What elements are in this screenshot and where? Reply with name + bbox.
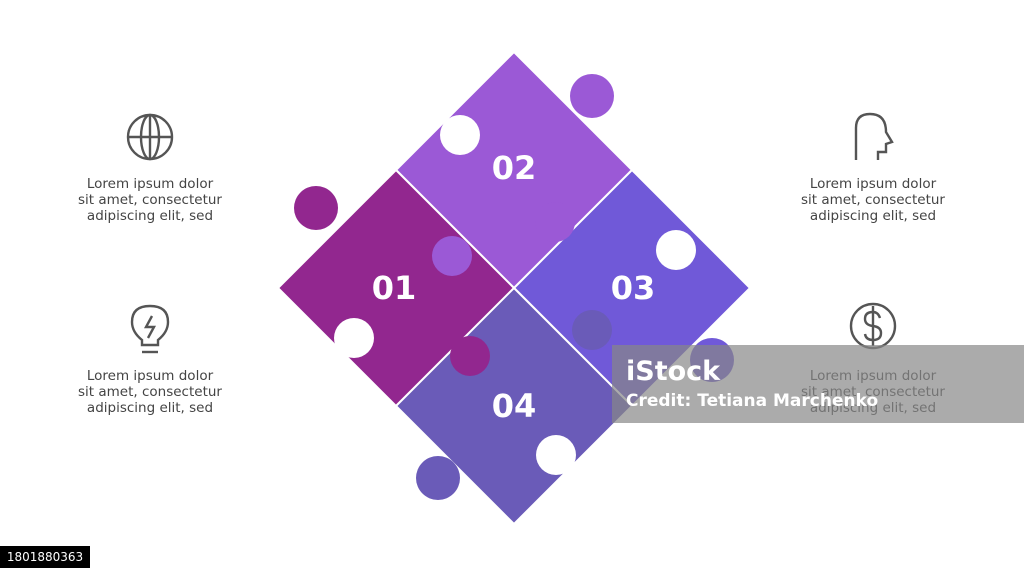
watermark-bar	[612, 345, 1024, 423]
text-line: adipiscing elit, sed	[87, 208, 213, 224]
tab	[570, 74, 614, 118]
text-line: Lorem ipsum dolor	[87, 368, 214, 384]
blank	[656, 230, 696, 270]
text-line: sit amet, consectetur	[78, 192, 222, 208]
piece-label: 04	[492, 387, 537, 425]
blank	[440, 115, 480, 155]
blank	[334, 318, 374, 358]
text-block: Lorem ipsum dolor sit amet, consectetur …	[78, 176, 222, 224]
text-line: Lorem ipsum dolor	[810, 176, 937, 192]
tab	[535, 202, 575, 242]
piece-label: 01	[372, 269, 417, 307]
tab	[432, 236, 472, 276]
tab	[294, 186, 338, 230]
globe-icon	[126, 113, 174, 161]
puzzle	[276, 50, 752, 526]
bulb-icon	[130, 304, 170, 354]
head-icon	[854, 112, 894, 160]
tab	[572, 310, 612, 350]
text-line: Lorem ipsum dolor	[87, 176, 214, 192]
piece-label: 03	[611, 269, 656, 307]
text-line: adipiscing elit, sed	[87, 400, 213, 416]
text-block: Lorem ipsum dolor sit amet, consectetur …	[801, 176, 945, 224]
watermark-credit: Credit: Tetiana Marchenko	[626, 391, 878, 411]
image-id: 1801880363	[7, 550, 83, 564]
watermark-brand: iStock	[626, 356, 721, 387]
text-block: Lorem ipsum dolor sit amet, consectetur …	[78, 368, 222, 416]
tab	[450, 336, 490, 376]
text-line: sit amet, consectetur	[801, 192, 945, 208]
piece-label: 02	[492, 149, 537, 187]
id-box	[0, 546, 90, 568]
text-line: adipiscing elit, sed	[810, 208, 936, 224]
blank	[536, 435, 576, 475]
dollar-icon	[849, 302, 897, 350]
puzzle-tabs	[294, 74, 734, 500]
tab	[416, 456, 460, 500]
text-line: sit amet, consectetur	[78, 384, 222, 400]
